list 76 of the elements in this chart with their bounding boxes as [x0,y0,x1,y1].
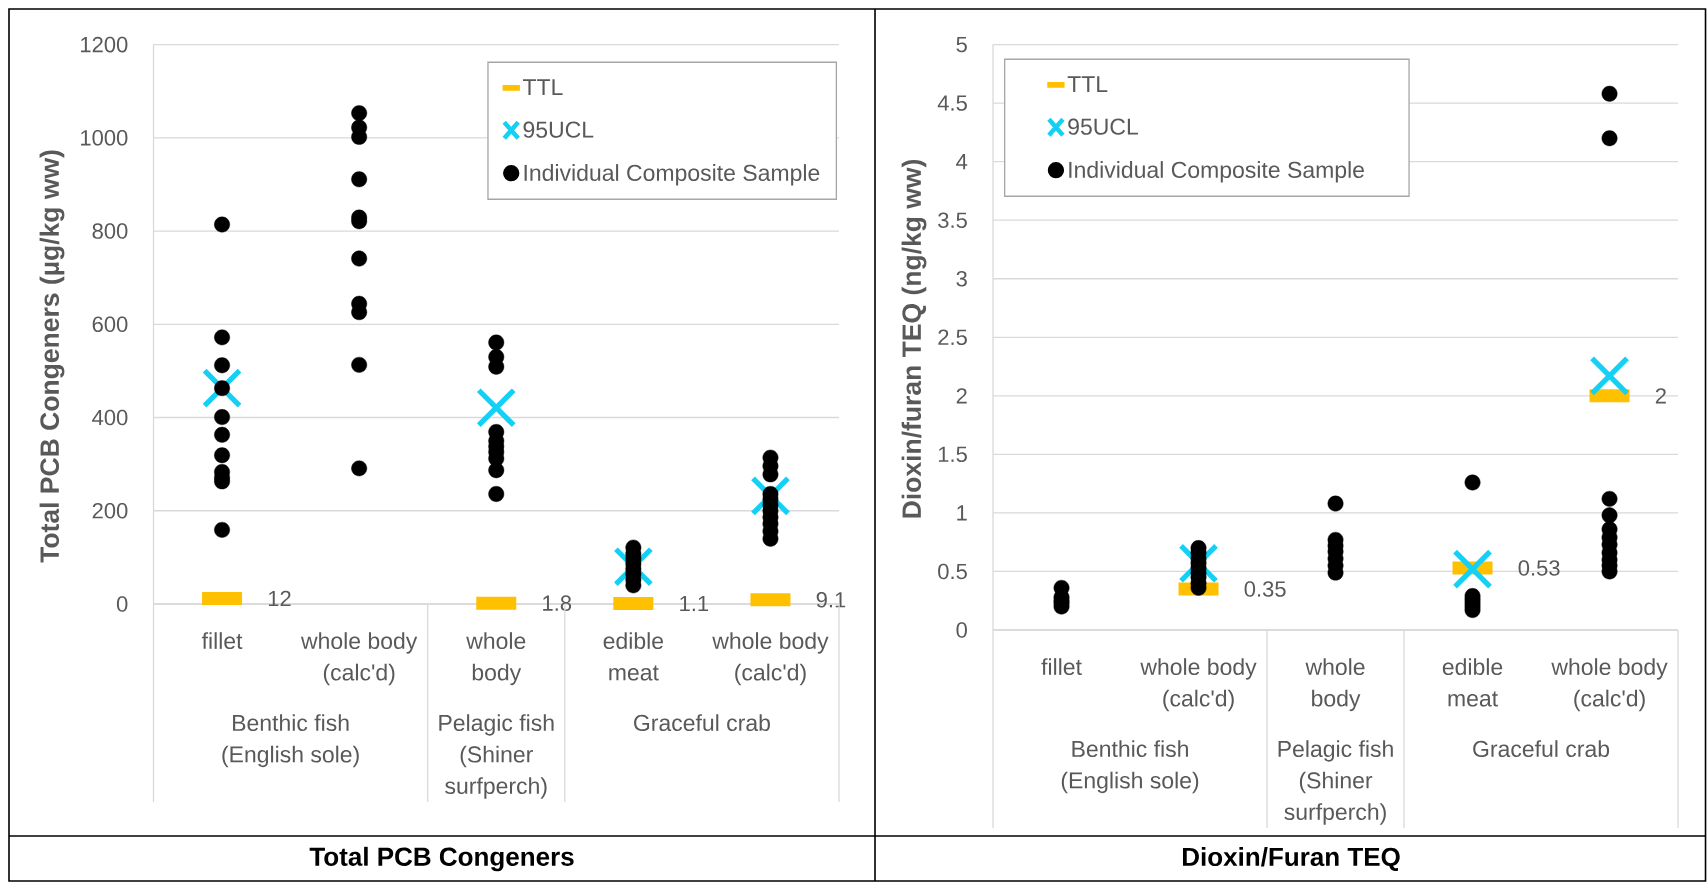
point [214,329,230,346]
point [1464,474,1481,491]
y-tick-label: 1 [957,505,967,521]
data-label: 2 [1655,388,1666,404]
y-tick-label: 0.5 [938,563,967,580]
text: Total PCB Congeners [309,846,574,872]
point [214,380,230,397]
point [488,462,505,479]
point [214,409,230,425]
point [351,250,368,267]
point [1589,355,1630,396]
y-tick-label: 0 [956,622,967,638]
point [214,357,230,374]
y-tick-label: 800 [92,223,128,239]
y-axis-title: Dioxin/furan TEQ (ng/kg ww) [901,159,927,518]
point [351,171,368,188]
x-tick-label: whole body [1305,658,1365,712]
point [214,521,230,538]
point [1601,85,1618,102]
y-tick-label: 400 [92,409,128,426]
point [214,426,230,443]
y-tick-label: 5 [956,36,967,53]
legend-label: 95UCL [523,121,594,138]
x-tick-label: whole body (calc'd) [712,632,829,686]
y-axis-title: Total PCB Congeners (µg/kg ww) [39,150,65,563]
y-tick-label: 3 [956,270,967,287]
point [214,216,230,233]
legend-label: TTL [522,79,563,96]
y-tick-label: 1.5 [938,446,967,463]
y-tick-label: 2 [956,388,967,404]
legend-label: 95UCL [1068,118,1138,135]
x-tick-label: whole body (calc'd) [300,632,418,686]
data-label: 1.8 [543,595,572,611]
data-label: 1.1 [680,595,709,612]
x-tick-label: whole body [466,632,526,686]
point [476,387,517,428]
text: Graceful crab [1473,740,1610,758]
y-tick-label: 2.5 [938,329,967,346]
x-tick-label: edible meat [603,632,664,681]
data-label: 0.53 [1518,560,1560,576]
data-label: 12 [268,590,291,607]
text: Pelagic fish (Shiner surfperch) [1278,740,1393,825]
y-tick-label: 4 [956,154,968,170]
legend-label: TTL [1067,76,1108,93]
point [1601,507,1618,524]
legend-label: Individual Composite Sample [524,164,820,186]
point [1327,495,1344,512]
text: Graceful crab [634,714,770,732]
legend-label: Individual Composite Sample [1069,161,1364,183]
y-tick-label: 1000 [81,130,128,146]
point [488,334,505,351]
point [351,105,368,122]
x-tick-label: whole body (calc'd) [1551,658,1668,712]
point [488,486,505,502]
point [1601,490,1618,507]
y-tick-label: 200 [92,502,128,519]
point [214,447,230,464]
x-tick-label: edible meat [1442,658,1503,707]
y-tick-label: 4.5 [937,95,967,111]
text: Pelagic fish (Shiner surfperch) [439,714,554,799]
x-tick-label: fillet [1041,658,1082,676]
y-tick-label: 3.5 [938,212,967,228]
x-tick-label: whole body (calc'd) [1140,658,1257,712]
text: Benthic fish (English sole) [1061,740,1199,794]
data-label: 9.1 [816,591,846,608]
y-tick-label: 0 [116,596,128,612]
data-label: 0.35 [1244,581,1286,597]
text: Dioxin/Furan TEQ [1182,847,1400,871]
point [351,356,368,373]
y-tick-label: 1200 [81,36,128,53]
point [1452,549,1493,590]
point [1601,130,1618,147]
text: Benthic fish (English sole) [222,714,359,768]
x-tick-label: fillet [201,632,243,650]
y-tick-label: 600 [92,316,128,333]
point [351,460,368,477]
